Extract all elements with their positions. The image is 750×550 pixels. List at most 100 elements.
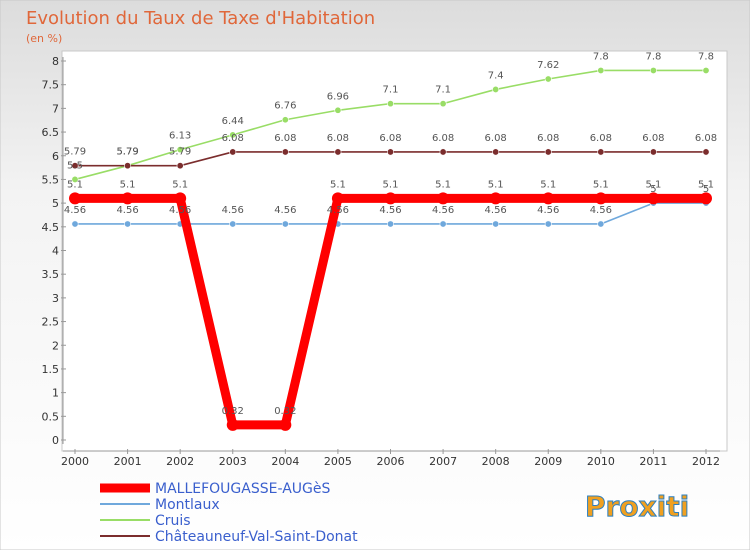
data-point (597, 66, 605, 74)
data-label: 5.1 (488, 179, 504, 190)
data-point (647, 192, 660, 205)
data-label: 6.08 (274, 133, 296, 144)
x-tick-label: 2010 (587, 455, 615, 468)
data-point (437, 192, 450, 205)
data-point (174, 192, 187, 205)
data-point (71, 175, 79, 183)
y-tick-label: 3 (52, 292, 59, 305)
data-label: 5.1 (172, 179, 188, 190)
data-point (386, 148, 394, 156)
data-label: 6.44 (222, 116, 244, 127)
data-point (702, 66, 710, 74)
legend-label: Châteauneuf-Val-Saint-Donat (155, 529, 358, 545)
data-point (386, 220, 394, 228)
data-label: 4.56 (379, 205, 401, 216)
data-label: 4.56 (222, 205, 244, 216)
y-axis: 0 0.5 1 1.5 2 2.5 3 3.5 4 4.5 5 5.5 6 6.5 7 7.5 8 (42, 55, 66, 447)
data-label: 7.1 (435, 85, 451, 96)
data-point (226, 418, 239, 431)
data-labels: 5.5 5.79 6.13 6.44 6.76 6.96 7.1 7.1 7.4 7.62 7.8 7… (64, 51, 717, 416)
data-label: 4.56 (116, 205, 138, 216)
data-label: 7.4 (488, 70, 504, 81)
data-label: 7.8 (593, 51, 609, 62)
data-label: 6.08 (590, 133, 612, 144)
data-label: 5.1 (435, 179, 451, 190)
y-tick-label: 2 (52, 339, 59, 352)
data-point (544, 75, 552, 83)
plot-area (61, 50, 728, 452)
x-tick-label: 2002 (166, 455, 194, 468)
data-point (121, 192, 134, 205)
data-point (492, 148, 500, 156)
data-point (229, 148, 237, 156)
y-tick-label: 4.5 (42, 221, 60, 234)
data-point (279, 418, 292, 431)
data-label: 4.56 (64, 205, 86, 216)
y-tick-label: 0.5 (42, 410, 60, 423)
data-label: 4.56 (590, 205, 612, 216)
x-tick-label: 2012 (692, 455, 720, 468)
data-point (281, 220, 289, 228)
data-point (229, 220, 237, 228)
data-label: 5.5 (67, 160, 83, 171)
data-label: 6.08 (379, 133, 401, 144)
data-label: 5.1 (120, 179, 136, 190)
data-point (489, 192, 502, 205)
data-label: 5.1 (330, 179, 346, 190)
data-label: 5.1 (67, 179, 83, 190)
data-label: 0.32 (222, 406, 244, 417)
data-point (69, 192, 81, 205)
data-point (331, 192, 344, 205)
legend: MALLEFOUGASSE-AUGèSMontlauxCruisChâteaun… (100, 481, 358, 545)
y-tick-label: 7 (52, 102, 59, 115)
legend-label: MALLEFOUGASSE-AUGèS (155, 481, 330, 497)
data-label: 6.08 (327, 133, 349, 144)
legend-label: Cruis (155, 513, 191, 529)
proxiti-logo: Proxiti (585, 490, 690, 524)
y-tick-label: 5 (52, 197, 59, 210)
logo-text: Proxiti (585, 490, 689, 523)
data-label: 6.76 (274, 101, 296, 112)
x-tick-label: 2011 (639, 455, 667, 468)
y-tick-label: 1.5 (42, 363, 60, 376)
data-label: 5.1 (593, 179, 609, 190)
x-tick-label: 2001 (114, 455, 142, 468)
data-label: 4.56 (327, 205, 349, 216)
data-point (439, 148, 447, 156)
data-point (594, 192, 607, 205)
data-point (702, 148, 710, 156)
chart-subtitle: (en %) (26, 32, 62, 45)
data-label: 7.8 (645, 51, 661, 62)
data-label: 5.79 (64, 147, 86, 158)
data-label: 5.79 (116, 147, 138, 158)
data-label: 0.32 (274, 406, 296, 417)
data-label: 5.1 (383, 179, 399, 190)
y-tick-label: 0 (52, 434, 59, 447)
data-point (597, 220, 605, 228)
data-point (386, 100, 394, 108)
y-tick-label: 6 (52, 150, 59, 163)
data-point (492, 85, 500, 93)
data-label: 5 (650, 184, 656, 195)
data-point (597, 148, 605, 156)
data-label: 5.1 (698, 179, 714, 190)
x-tick-label: 2007 (429, 455, 457, 468)
data-point (700, 192, 712, 205)
data-label: 4.56 (485, 205, 507, 216)
chart-title: Evolution du Taux de Taxe d'Habitation (26, 8, 375, 29)
data-label: 5.1 (645, 179, 661, 190)
data-label: 6.08 (222, 133, 244, 144)
y-tick-label: 2.5 (42, 316, 60, 329)
x-axis: 2000 2001 2002 2003 2004 2005 2006 2007 2008 2009… (61, 449, 720, 468)
data-label: 7.62 (537, 60, 559, 71)
data-label: 5 (703, 184, 709, 195)
data-point (281, 148, 289, 156)
x-tick-label: 2006 (377, 455, 405, 468)
y-tick-label: 5.5 (42, 173, 60, 186)
data-label: 4.56 (169, 205, 191, 216)
data-point (334, 148, 342, 156)
y-tick-label: 3.5 (42, 268, 60, 281)
data-point (124, 220, 132, 228)
data-label: 6.08 (537, 133, 559, 144)
data-label: 6.96 (327, 91, 349, 102)
